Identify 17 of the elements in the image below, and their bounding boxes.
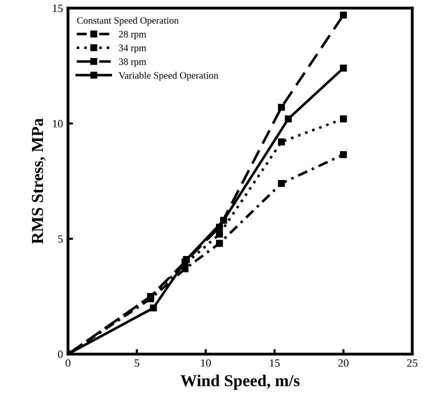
x-tick-label: 0 [66,359,70,367]
y-tick-label: 5 [58,235,63,243]
x-tick-label: 10 [201,359,211,367]
x-tick-label: 15 [270,359,280,367]
x-tick-label: 20 [338,359,349,367]
y-tick-label: 0 [58,350,63,358]
legend-title: Constant Speed Operation [77,16,179,26]
y-tick-label: 15 [53,4,63,12]
x-tick-label: 25 [407,359,418,367]
legend-label: 34 rpm [119,44,146,54]
x-tick-label: 5 [134,359,140,367]
legend-label: Variable Speed Operation [118,72,218,81]
legend-label: 28 rpm [118,30,146,40]
legend-label: 38 rpm [119,58,146,67]
x-axis-title: Wind Speed, m/s [180,374,300,390]
y-tick-label: 10 [53,120,63,128]
y-axis-title: RMS Stress, MPa [32,118,46,244]
